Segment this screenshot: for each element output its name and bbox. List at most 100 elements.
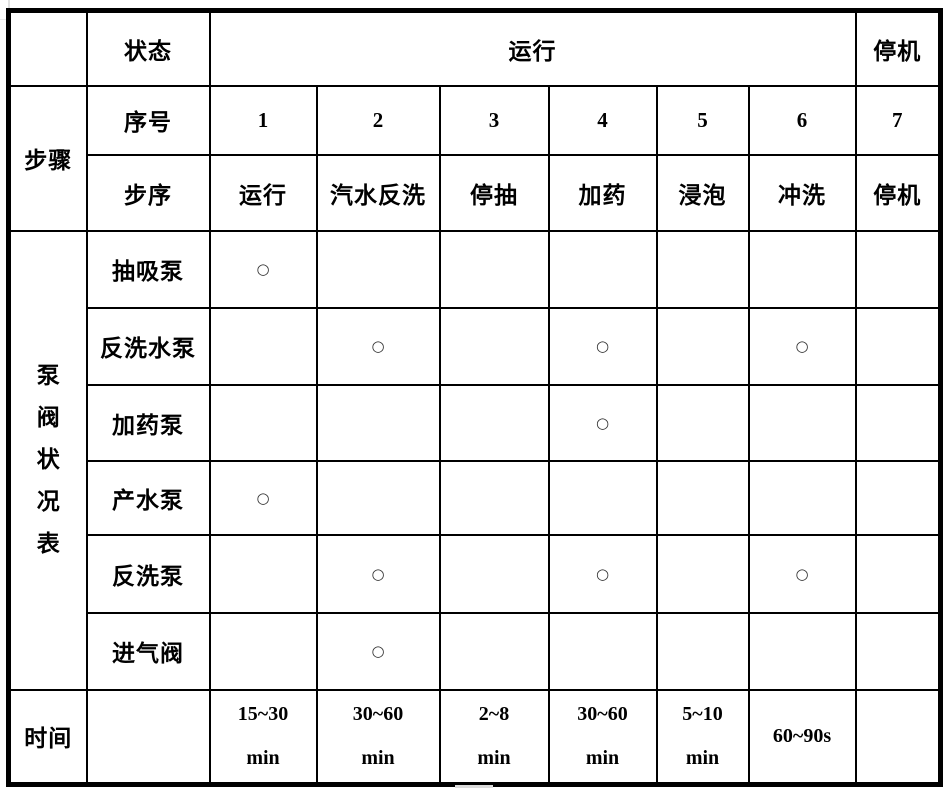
- status-mark-cell: [854, 611, 942, 691]
- status-mark-cell: [208, 383, 318, 462]
- status-mark-cell: [208, 611, 318, 691]
- step-name-cell: 停机: [854, 153, 942, 232]
- time-unit-line: min: [477, 747, 511, 770]
- status-mark-cell: [655, 306, 750, 386]
- corner-empty-cell: [7, 9, 88, 87]
- time-label-cell: 时间: [7, 688, 88, 786]
- status-mark-cell: [854, 459, 942, 536]
- table-row: 步序 运行 汽水反洗 停抽 加药 浸泡 冲洗 停机: [9, 153, 942, 232]
- time-value-cell: 30~60 min: [315, 688, 441, 786]
- status-mark-cell: [438, 383, 550, 462]
- pump-valve-status-table: 状态 运行 停机 步骤 序号 1 2 3 4 5 6 7 步序 运行 汽水反洗 …: [6, 8, 944, 787]
- step-name-cell: 停抽: [438, 153, 550, 232]
- status-mark-cell: [854, 229, 942, 309]
- sequence-label-cell: 序号: [85, 84, 211, 156]
- pump-name-cell: 产水泵: [85, 459, 211, 536]
- status-mark-cell: ○: [208, 459, 318, 536]
- status-mark-cell: [438, 459, 550, 536]
- sequence-number-cell: 1: [208, 84, 318, 156]
- status-mark-cell: [655, 533, 750, 614]
- time-value-cell: 2~8 min: [438, 688, 550, 786]
- table-row: 加药泵 ○: [9, 383, 942, 462]
- table-row: 步骤 序号 1 2 3 4 5 6 7: [7, 84, 942, 232]
- status-mark-cell: ○: [315, 611, 441, 691]
- time-value-line: 5~10: [682, 703, 723, 726]
- time-unit-line: min: [685, 747, 720, 770]
- time-value-line: 60~90s: [772, 725, 832, 748]
- status-mark-cell: [208, 306, 318, 386]
- status-mark-cell: ○: [315, 533, 441, 614]
- time-unit-line: min: [585, 747, 620, 770]
- table-row: 产水泵 ○: [9, 459, 942, 536]
- table-row: 状态 运行 停机: [7, 9, 942, 87]
- status-mark-cell: [315, 459, 441, 536]
- step-name-cell: 汽水反洗: [315, 153, 441, 232]
- status-mark-cell: [854, 533, 942, 614]
- step-name-cell: 冲洗: [747, 153, 857, 232]
- status-mark-cell: [655, 229, 750, 309]
- step-name-cell: 运行: [208, 153, 318, 232]
- status-mark-cell: [547, 459, 658, 536]
- status-mark-cell: ○: [747, 533, 857, 614]
- status-mark-cell: [655, 611, 750, 691]
- pump-valve-group-label-cell: 泵 阀 状 况 表: [7, 229, 88, 691]
- table-row: 泵 阀 状 况 表 抽吸泵 ○: [7, 229, 942, 691]
- table-row: 反洗泵 ○ ○ ○: [9, 533, 942, 614]
- steps-group-label-cell: 步骤: [7, 84, 88, 232]
- shutdown-header-cell: 停机: [854, 9, 942, 87]
- status-mark-cell: ○: [315, 306, 441, 386]
- status-mark-cell: [747, 229, 857, 309]
- status-mark-cell: [655, 459, 750, 536]
- pump-name-cell: 反洗泵: [85, 533, 211, 614]
- status-mark-cell: [547, 229, 658, 309]
- status-mark-cell: [747, 383, 857, 462]
- status-mark-cell: ○: [547, 533, 658, 614]
- table-row: 进气阀 ○: [9, 611, 942, 691]
- pump-name-cell: 加药泵: [85, 383, 211, 462]
- time-unit-line: min: [361, 747, 395, 770]
- running-span-cell: 运行: [208, 9, 857, 87]
- status-mark-cell: [747, 459, 857, 536]
- sequence-number-cell: 3: [438, 84, 550, 156]
- time-empty-cell: [854, 688, 942, 786]
- cropped-caption-artifact: [455, 785, 493, 788]
- step-name-cell: 加药: [547, 153, 658, 232]
- status-label-cell: 状态: [85, 9, 211, 87]
- status-mark-cell: ○: [747, 306, 857, 386]
- sequence-number-cell: 7: [854, 84, 942, 156]
- time-value-cell: 30~60 min: [547, 688, 658, 786]
- table-row: 反洗水泵 ○ ○ ○: [9, 306, 942, 386]
- pump-name-cell: 抽吸泵: [85, 229, 211, 309]
- time-value-cell: 60~90s: [747, 688, 857, 786]
- valve-name-cell: 进气阀: [85, 611, 211, 691]
- sequence-number-cell: 6: [747, 84, 857, 156]
- sequence-number-cell: 5: [655, 84, 750, 156]
- sequence-number-cell: 4: [547, 84, 658, 156]
- time-value-line: 15~30: [237, 703, 289, 726]
- time-value-line: 2~8: [478, 703, 510, 726]
- status-mark-cell: [208, 533, 318, 614]
- sequence-number-cell: 2: [315, 84, 441, 156]
- time-value-line: 30~60: [352, 703, 404, 726]
- status-mark-cell: [747, 611, 857, 691]
- status-mark-cell: [438, 229, 550, 309]
- step-name-label-cell: 步序: [85, 153, 211, 232]
- status-mark-cell: ○: [208, 229, 318, 309]
- status-mark-cell: ○: [547, 306, 658, 386]
- time-unit-line: min: [246, 747, 280, 770]
- status-mark-cell: ○: [547, 383, 658, 462]
- status-mark-cell: [438, 611, 550, 691]
- status-mark-cell: [438, 306, 550, 386]
- time-value-line: 30~60: [577, 703, 628, 726]
- time-empty-cell: [85, 688, 211, 786]
- step-name-cell: 浸泡: [655, 153, 750, 232]
- status-mark-cell: [438, 533, 550, 614]
- status-mark-cell: [547, 611, 658, 691]
- status-mark-cell: [854, 306, 942, 386]
- pump-name-cell: 反洗水泵: [85, 306, 211, 386]
- table-row: 时间 15~30 min 30~60 min 2~8 min 30~60 min…: [7, 688, 942, 786]
- status-mark-cell: [854, 383, 942, 462]
- status-mark-cell: [315, 229, 441, 309]
- time-value-cell: 15~30 min: [208, 688, 318, 786]
